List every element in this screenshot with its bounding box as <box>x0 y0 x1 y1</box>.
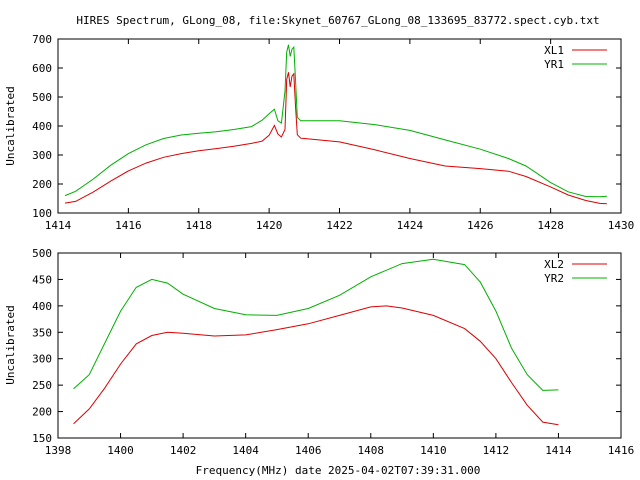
legend-label-yr2: YR2 <box>544 272 564 285</box>
x-tick-label: 1398 <box>45 444 72 457</box>
ticks-top: 1414 1416 1418 1420 1422 1424 1426 1428 1430 100 2… <box>32 33 634 232</box>
plot-bottom: Uncalibrated 1398 1400 1402 1404 1406 1408 141… <box>4 247 634 457</box>
y-tick-label: 450 <box>32 273 52 286</box>
x-tick-label: 1430 <box>608 219 635 232</box>
plot-frame-top <box>57 38 622 214</box>
y-tick-label: 600 <box>32 62 52 75</box>
x-tick-label: 1416 <box>608 444 635 457</box>
x-tick-label: 1412 <box>483 444 510 457</box>
series-line-xl1 <box>64 72 607 205</box>
y-tick-label: 100 <box>32 207 52 220</box>
series-line-yr1 <box>64 44 607 198</box>
x-tick-label: 1414 <box>45 219 72 232</box>
y-tick-label: 500 <box>32 247 52 260</box>
x-tick-label: 1428 <box>537 219 564 232</box>
plot-frame-bottom <box>57 252 622 439</box>
y-tick-label: 250 <box>32 379 52 392</box>
x-tick-label: 1416 <box>115 219 142 232</box>
legend-label-yr1: YR1 <box>544 58 564 71</box>
chart-title: HIRES Spectrum, GLong_08, file:Skynet_60… <box>76 14 599 27</box>
y-tick-label: 500 <box>32 91 52 104</box>
x-tick-label: 1400 <box>107 444 134 457</box>
y-tick-label: 200 <box>32 406 52 419</box>
x-tick-label: 1414 <box>545 444 572 457</box>
series-bottom <box>73 258 559 426</box>
y-axis-label-top: Uncalibrated <box>4 86 17 165</box>
y-tick-label: 400 <box>32 120 52 133</box>
x-tick-label: 1402 <box>170 444 197 457</box>
legend-label-xl2: XL2 <box>544 258 564 271</box>
y-tick-label: 200 <box>32 178 52 191</box>
legend-label-xl1: XL1 <box>544 44 564 57</box>
series-line-xl2 <box>73 305 559 426</box>
y-tick-label: 350 <box>32 326 52 339</box>
x-tick-label: 1420 <box>256 219 283 232</box>
series-top <box>64 44 607 205</box>
x-tick-label: 1408 <box>358 444 385 457</box>
y-axis-label-bottom: Uncalibrated <box>4 305 17 384</box>
x-tick-label: 1406 <box>295 444 322 457</box>
x-axis-label: Frequency(MHz) date 2025-04-02T07:39:31.… <box>196 464 481 477</box>
ticks-bottom: 1398 1400 1402 1404 1406 1408 1410 1412 1414 1416… <box>32 247 634 457</box>
plot-top: Uncalibrated 1414 1416 1418 1420 1422 1424 142… <box>4 33 634 232</box>
x-tick-label: 1410 <box>420 444 447 457</box>
y-tick-label: 150 <box>32 432 52 445</box>
x-tick-label: 1404 <box>232 444 259 457</box>
y-tick-label: 300 <box>32 353 52 366</box>
x-tick-label: 1426 <box>467 219 494 232</box>
series-line-yr2 <box>73 258 559 391</box>
x-tick-label: 1422 <box>326 219 353 232</box>
y-tick-label: 300 <box>32 149 52 162</box>
x-tick-label: 1418 <box>186 219 213 232</box>
x-tick-label: 1424 <box>397 219 424 232</box>
y-tick-label: 700 <box>32 33 52 46</box>
y-tick-label: 400 <box>32 300 52 313</box>
